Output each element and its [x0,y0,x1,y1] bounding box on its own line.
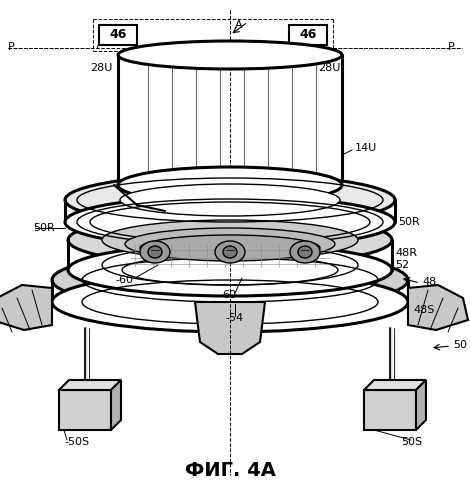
Ellipse shape [298,246,312,258]
Text: 48: 48 [422,277,436,287]
Polygon shape [59,380,121,390]
Ellipse shape [140,235,320,261]
Text: 48S: 48S [413,305,434,315]
Text: 28U: 28U [318,63,340,73]
Ellipse shape [125,228,335,260]
Ellipse shape [140,241,170,263]
Ellipse shape [120,184,340,216]
Ellipse shape [65,174,395,226]
Text: 50R: 50R [33,223,55,233]
Text: A: A [235,20,243,30]
Text: 50S: 50S [401,437,422,447]
Text: -60: -60 [115,275,133,285]
Text: 60: 60 [222,290,236,300]
Bar [99,25,137,45]
Text: ФИГ. 4А: ФИГ. 4А [185,460,275,479]
Bar [289,25,327,45]
Polygon shape [408,285,468,330]
Ellipse shape [68,244,392,296]
Text: -50S: -50S [64,437,89,447]
Polygon shape [364,380,426,390]
Text: 14U: 14U [355,143,377,153]
Text: P: P [448,42,455,52]
Ellipse shape [148,246,162,258]
Ellipse shape [52,250,408,310]
Text: 50R: 50R [398,217,420,227]
Ellipse shape [68,214,392,266]
Polygon shape [111,380,121,430]
Polygon shape [416,380,426,430]
Text: P: P [8,42,15,52]
Text: 46: 46 [299,28,317,42]
Polygon shape [195,302,265,354]
Bar [59,390,111,430]
Ellipse shape [52,272,408,332]
Ellipse shape [118,41,342,69]
Text: 48R: 48R [395,248,417,258]
Polygon shape [0,285,52,330]
Text: 52: 52 [395,260,409,270]
Ellipse shape [102,220,358,260]
Ellipse shape [290,241,320,263]
Bar [364,390,416,430]
Ellipse shape [65,196,395,248]
Text: 28U: 28U [90,63,112,73]
Ellipse shape [118,167,342,203]
Text: 46: 46 [110,28,127,42]
Text: -54: -54 [225,313,243,323]
Ellipse shape [223,246,237,258]
Ellipse shape [215,241,245,263]
Text: 50: 50 [453,340,467,350]
